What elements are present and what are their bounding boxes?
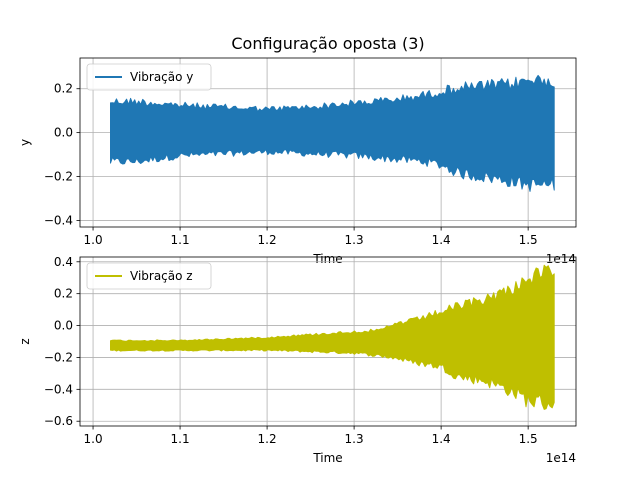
- panel2-series-0: [110, 264, 555, 410]
- panel1-x-offset-label: 1e14: [546, 252, 576, 266]
- panel2-xtick-label-5: 1.5: [519, 432, 538, 446]
- panel1-series-0: [110, 74, 555, 192]
- panel1-xtick-label-2: 1.2: [258, 233, 277, 247]
- panel2-ytick-label-1: −0.4: [44, 382, 73, 396]
- panel1-xtick-label-1: 1.1: [171, 233, 190, 247]
- panel1-xtick-label-3: 1.3: [345, 233, 364, 247]
- panel2-ylabel: z: [18, 338, 32, 344]
- panel2-legend-box: [86, 262, 212, 290]
- panel2-xtick-label-3: 1.3: [345, 432, 364, 446]
- panel1-ytick-label-3: 0.2: [54, 82, 73, 96]
- panel1-axes-frame: [79, 57, 577, 228]
- panel2-xtick-label-4: 1.4: [432, 432, 451, 446]
- panel1-ytick-label-2: 0.0: [54, 126, 73, 140]
- panel2-xtick-label-1: 1.1: [171, 432, 190, 446]
- panel1-ylabel: y: [18, 139, 32, 146]
- panel1-legend-label-0: Vibração y: [130, 70, 193, 84]
- panel1-xlabel: Time: [312, 252, 342, 266]
- panel1-ytick-label-0: −0.4: [44, 213, 73, 227]
- panel1-xtick-label-0: 1.0: [84, 233, 103, 247]
- figure-title: Configuração oposta (3): [231, 34, 424, 53]
- panel2-ytick-label-2: −0.2: [44, 350, 73, 364]
- panel1-xtick-label-5: 1.5: [519, 233, 538, 247]
- panel1-xtick-label-4: 1.4: [432, 233, 451, 247]
- panel2-xtick-label-0: 1.0: [84, 432, 103, 446]
- panel2-xlabel: Time: [312, 451, 342, 465]
- panel2-x-offset-label: 1e14: [546, 451, 576, 465]
- panel2-legend-label-0: Vibração z: [130, 269, 193, 283]
- panel2-ytick-label-0: −0.6: [44, 414, 73, 428]
- panel1-legend-box: [86, 63, 212, 91]
- panel2-ytick-label-3: 0.0: [54, 319, 73, 333]
- panel1-ytick-label-1: −0.2: [44, 170, 73, 184]
- panel2-ytick-label-4: 0.2: [54, 287, 73, 301]
- panel2-ytick-label-5: 0.4: [54, 255, 73, 269]
- panel2-xtick-label-2: 1.2: [258, 432, 277, 446]
- panel2-axes-frame: [79, 256, 577, 427]
